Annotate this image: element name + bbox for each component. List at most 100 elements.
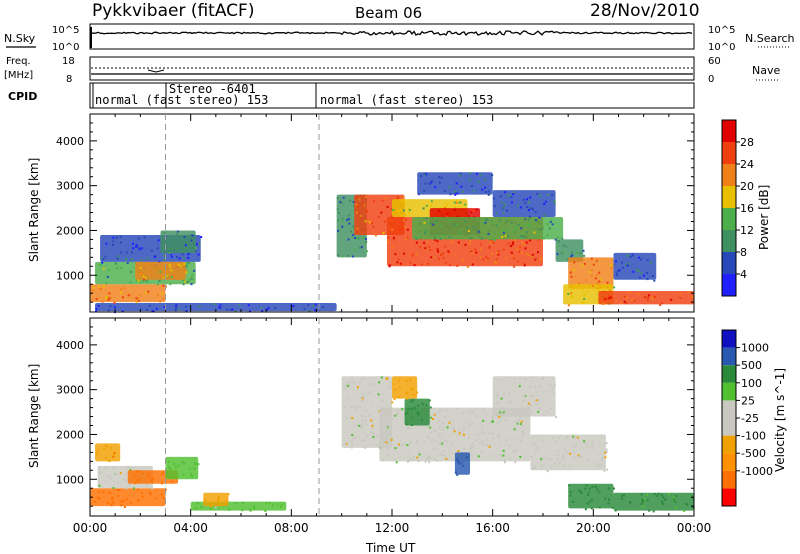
power-speckle [469,237,472,240]
power-speckle [462,190,464,193]
power-speckle [163,306,166,308]
power-speckle [402,209,405,212]
velocity-xtick-label: 04:00 [173,521,208,535]
velocity-speckle [424,460,427,463]
velocity-speckle [354,436,357,439]
velocity-xtick-label: 16:00 [475,521,510,535]
velocity-speckle [361,439,363,442]
power-speckle [162,276,165,279]
power-speckle [515,228,518,231]
velocity-speckle [479,441,482,444]
velocity-speckle [657,492,660,495]
power-speckle [546,234,549,237]
velocity-speckle [228,508,231,511]
power-speckle [192,234,194,237]
power-speckle [489,241,492,244]
power-speckle [481,220,484,223]
power-speckle [349,199,352,202]
velocity-speckle [125,487,128,490]
velocity-speckle [572,456,575,459]
velocity-speckle [502,454,505,457]
velocity-speckle [572,451,575,454]
power-speckle [637,293,640,296]
power-speckle [182,279,185,282]
velocity-speckle [465,456,468,459]
power-speckle [653,279,656,282]
velocity-speckle [398,386,401,389]
velocity-speckle [548,383,551,386]
freq-tick-bottom: 8 [66,74,72,85]
velocity-speckle [268,501,271,504]
velocity-speckle [107,475,110,478]
power-speckle [397,258,400,261]
velocity-speckle [661,500,663,503]
cpid-entry-normal-1: normal (fast stereo) 153 [95,93,268,107]
power-speckle [108,292,111,295]
power-speckle [543,214,546,217]
power-speckle [621,266,624,269]
velocity-speckle [442,454,445,456]
power-speckle [184,269,187,272]
velocity-speckle [502,407,505,410]
power-speckle [458,174,461,177]
power-speckle [604,298,607,301]
velocity-speckle [557,458,560,461]
power-speckle [567,293,570,295]
power-speckle [583,297,586,300]
velocity-speckle [672,498,675,501]
velocity-colorbar-tick-label: -500 [741,447,766,460]
power-speckle [425,249,428,252]
power-speckle [104,255,107,258]
velocity-speckle [492,415,494,418]
power-speckle [387,236,390,239]
power-speckle [390,215,393,218]
power-speckle [583,262,586,265]
velocity-speckle [416,456,419,459]
power-speckle [135,245,137,248]
power-speckle [139,281,142,284]
power-speckle [170,269,173,272]
velocity-speckle [510,401,513,403]
power-speckle [190,277,193,280]
velocity-speckle [397,444,400,447]
power-speckle [422,207,425,210]
power-speckle [442,252,444,255]
power-speckle [234,310,237,313]
power-ytick-label: 4000 [56,135,84,148]
velocity-speckle [151,487,154,490]
velocity-speckle [441,428,444,431]
velocity-speckle [106,501,109,504]
power-speckle [512,241,515,244]
velocity-speckle [249,509,252,512]
velocity-speckle [409,378,412,381]
velocity-speckle [530,404,533,407]
power-speckle [187,256,190,259]
velocity-speckle [579,490,582,493]
power-speckle [411,253,414,256]
power-speckle [135,297,138,300]
power-speckle [190,239,193,242]
power-speckle [419,246,422,249]
power-speckle [449,193,452,196]
power-speckle [468,242,471,245]
power-speckle [365,238,367,240]
velocity-speckle [514,420,517,423]
velocity-speckle [182,473,185,476]
power-speckle [136,297,139,300]
power-speckle [479,256,482,259]
velocity-speckle [505,376,508,379]
velocity-speckle [168,460,170,463]
velocity-speckle [356,405,359,408]
power-speckle [339,200,342,203]
power-speckle [454,193,457,196]
velocity-speckle [444,454,447,457]
power-colorbar-tick-label: 12 [740,224,754,237]
velocity-speckle [483,431,486,434]
velocity-speckle [594,485,597,488]
power-speckle [509,245,512,248]
power-speckle [588,271,591,274]
velocity-speckle [217,503,220,506]
power-speckle [120,241,122,244]
power-speckle [487,193,490,196]
velocity-speckle [531,467,534,470]
